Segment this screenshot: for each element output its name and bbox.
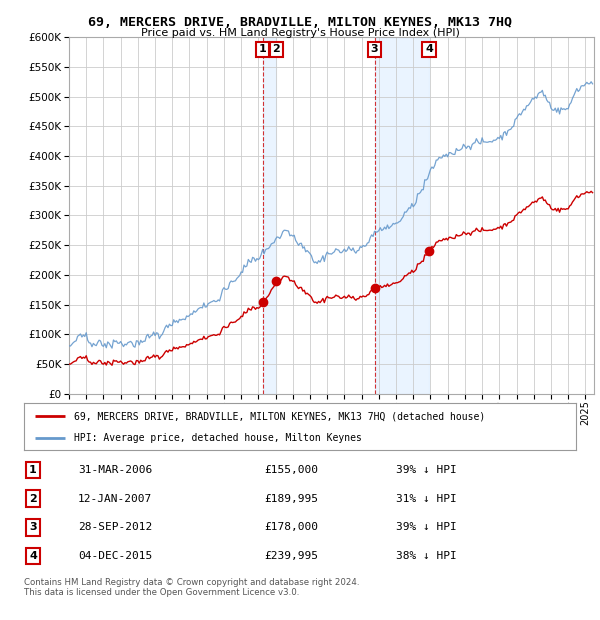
Text: 3: 3 bbox=[371, 45, 379, 55]
Text: 28-SEP-2012: 28-SEP-2012 bbox=[78, 523, 152, 533]
Text: £189,995: £189,995 bbox=[264, 494, 318, 503]
Text: Contains HM Land Registry data © Crown copyright and database right 2024.
This d: Contains HM Land Registry data © Crown c… bbox=[24, 578, 359, 597]
Text: 04-DEC-2015: 04-DEC-2015 bbox=[78, 551, 152, 561]
Text: 3: 3 bbox=[29, 523, 37, 533]
Text: £155,000: £155,000 bbox=[264, 465, 318, 475]
Text: 2: 2 bbox=[272, 45, 280, 55]
Text: 31-MAR-2006: 31-MAR-2006 bbox=[78, 465, 152, 475]
Text: 69, MERCERS DRIVE, BRADVILLE, MILTON KEYNES, MK13 7HQ (detached house): 69, MERCERS DRIVE, BRADVILLE, MILTON KEY… bbox=[74, 411, 485, 421]
Bar bbox=[263, 37, 276, 394]
Text: 4: 4 bbox=[29, 551, 37, 561]
Text: 1: 1 bbox=[29, 465, 37, 475]
Text: Price paid vs. HM Land Registry's House Price Index (HPI): Price paid vs. HM Land Registry's House … bbox=[140, 28, 460, 38]
Text: 4: 4 bbox=[425, 45, 433, 55]
Text: £239,995: £239,995 bbox=[264, 551, 318, 561]
Text: HPI: Average price, detached house, Milton Keynes: HPI: Average price, detached house, Milt… bbox=[74, 433, 362, 443]
Text: 1: 1 bbox=[259, 45, 266, 55]
Bar bbox=[374, 37, 429, 394]
Text: 39% ↓ HPI: 39% ↓ HPI bbox=[396, 465, 457, 475]
Text: 12-JAN-2007: 12-JAN-2007 bbox=[78, 494, 152, 503]
Text: 2: 2 bbox=[29, 494, 37, 503]
Text: 38% ↓ HPI: 38% ↓ HPI bbox=[396, 551, 457, 561]
Text: £178,000: £178,000 bbox=[264, 523, 318, 533]
Text: 69, MERCERS DRIVE, BRADVILLE, MILTON KEYNES, MK13 7HQ: 69, MERCERS DRIVE, BRADVILLE, MILTON KEY… bbox=[88, 16, 512, 29]
Text: 31% ↓ HPI: 31% ↓ HPI bbox=[396, 494, 457, 503]
Text: 39% ↓ HPI: 39% ↓ HPI bbox=[396, 523, 457, 533]
